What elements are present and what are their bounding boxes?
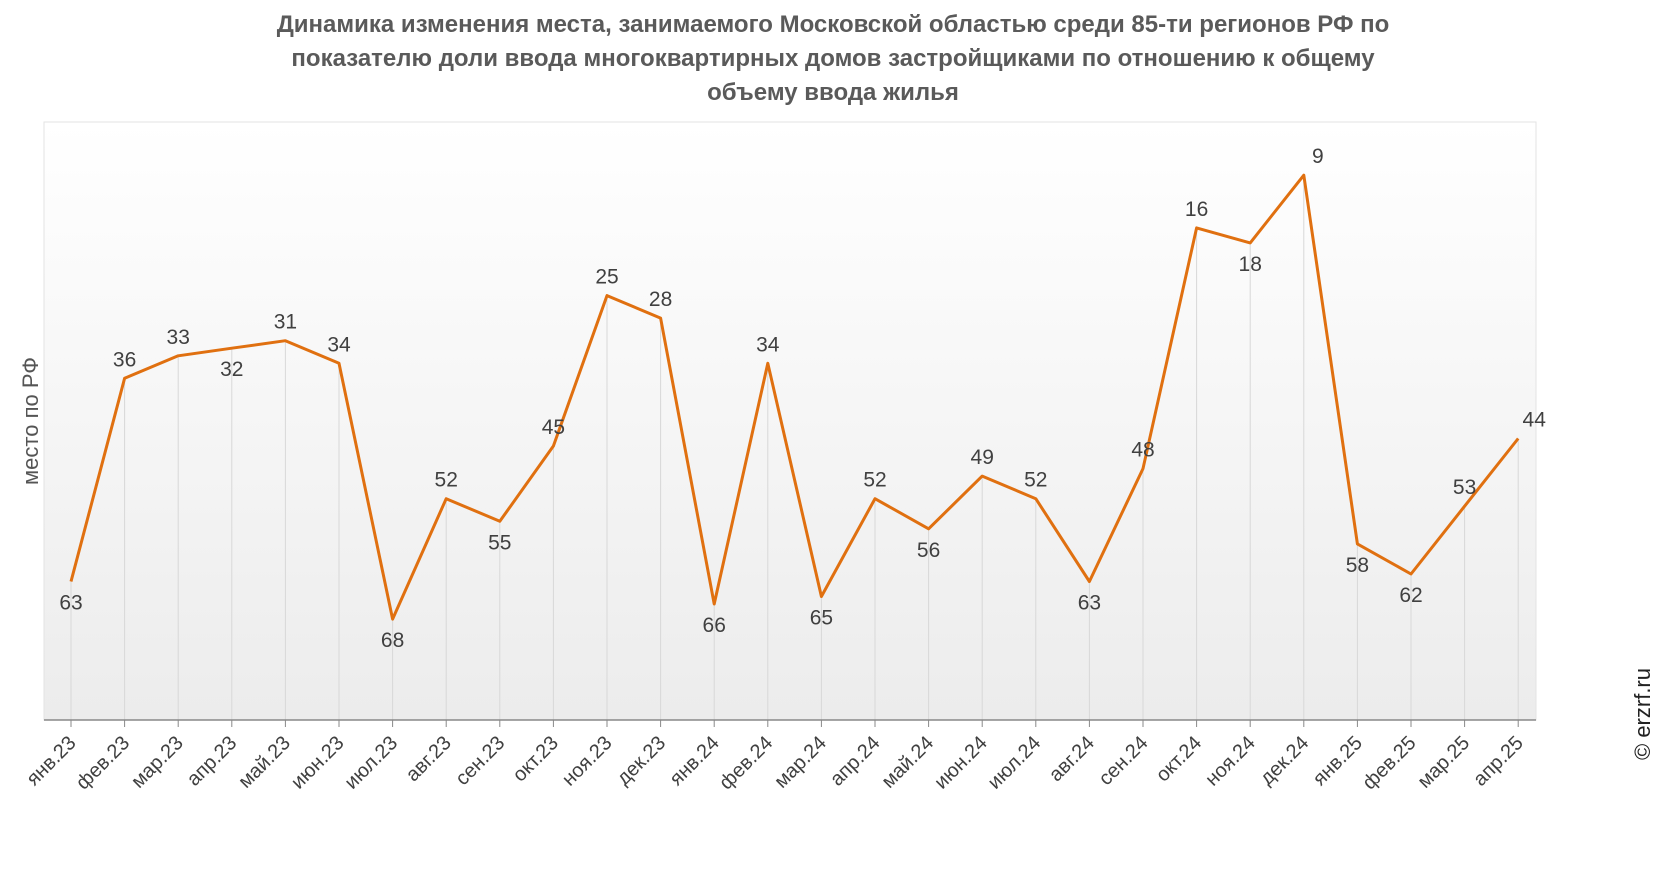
x-tick-label: сен.24 [1095, 732, 1153, 790]
x-tick-label: июн.23 [287, 732, 349, 794]
data-label: 52 [435, 469, 458, 492]
x-tick-label: июн.24 [930, 732, 992, 794]
series-line [69, 173, 1520, 621]
data-label: 52 [863, 469, 886, 492]
data-label: 16 [1185, 198, 1208, 221]
data-label: 33 [167, 326, 190, 349]
x-tick-label: окт.24 [1152, 732, 1206, 786]
x-tick-label: ноя.24 [1201, 732, 1260, 791]
data-label: 53 [1453, 476, 1476, 499]
x-tick-label: янв.24 [666, 732, 724, 790]
x-tick-label: авг.24 [1045, 732, 1099, 786]
x-tick-label: дек.23 [613, 732, 671, 790]
data-label: 28 [649, 288, 672, 311]
data-label: 49 [971, 446, 994, 469]
data-label: 55 [488, 531, 511, 554]
data-labels: 63 36 33 32 31 34 68 52 55 45 25 28 66 34 65 52 56 49 52 63… [59, 145, 1546, 652]
x-tick-label: янв.25 [1309, 732, 1367, 790]
x-tick-label: фев.23 [72, 732, 134, 794]
data-label: 58 [1346, 554, 1369, 577]
x-ticks [70, 720, 1519, 727]
data-label: 34 [327, 333, 351, 356]
data-label: 48 [1131, 439, 1154, 462]
x-tick-label: май.23 [234, 732, 295, 793]
x-tick-label: мар.23 [127, 732, 188, 793]
data-label: 32 [220, 358, 243, 381]
x-tick-label: сен.23 [451, 732, 509, 790]
x-tick-label: янв.23 [22, 732, 80, 790]
data-label: 63 [1078, 591, 1101, 614]
data-label: 66 [703, 614, 726, 637]
data-label: 65 [810, 607, 833, 630]
data-label: 63 [59, 591, 82, 614]
data-label: 62 [1399, 584, 1422, 607]
x-tick-label: дек.24 [1256, 732, 1314, 790]
x-tick-label: июл.24 [984, 732, 1046, 794]
source-credit: © erzrf.ru [1630, 668, 1655, 760]
data-label: 25 [595, 266, 618, 289]
x-tick-label: мар.25 [1413, 732, 1474, 793]
data-label: 9 [1312, 145, 1324, 168]
x-tick-label: июл.23 [340, 732, 402, 794]
chart-title-line-1: Динамика изменения места, занимаемого Мо… [276, 11, 1390, 38]
data-label: 56 [917, 539, 940, 562]
x-tick-label: фев.24 [715, 732, 777, 794]
drop-lines [70, 175, 1519, 720]
chart-title-line-2: показателю доли ввода многоквартирных до… [291, 45, 1375, 72]
data-label: 44 [1523, 409, 1547, 432]
x-tick-label: мар.24 [770, 732, 831, 793]
x-tick-label: апр.23 [183, 732, 242, 791]
x-tick-label: апр.25 [1469, 732, 1528, 791]
chart-title: Динамика изменения места, занимаемого Мо… [0, 8, 1666, 110]
data-label: 31 [274, 311, 297, 334]
data-label: 68 [381, 629, 404, 652]
plot-area [43, 121, 1537, 721]
data-label: 45 [542, 416, 565, 439]
x-tick-labels: янв.23фев.23мар.23апр.23май.23июн.23июл.… [22, 732, 1527, 794]
x-tick-label: ноя.23 [558, 732, 617, 791]
data-label: 18 [1239, 253, 1262, 276]
data-label: 36 [113, 348, 136, 371]
x-tick-label: фев.25 [1358, 732, 1420, 794]
y-axis-label: место по РФ [18, 357, 43, 485]
x-tick-label: окт.23 [509, 732, 563, 786]
data-label: 34 [756, 333, 780, 356]
data-label: 52 [1024, 469, 1047, 492]
chart-title-line-3: объему ввода жилья [707, 79, 959, 106]
x-tick-label: май.24 [877, 732, 938, 793]
x-tick-label: апр.24 [826, 732, 885, 791]
x-tick-label: авг.23 [402, 732, 456, 786]
